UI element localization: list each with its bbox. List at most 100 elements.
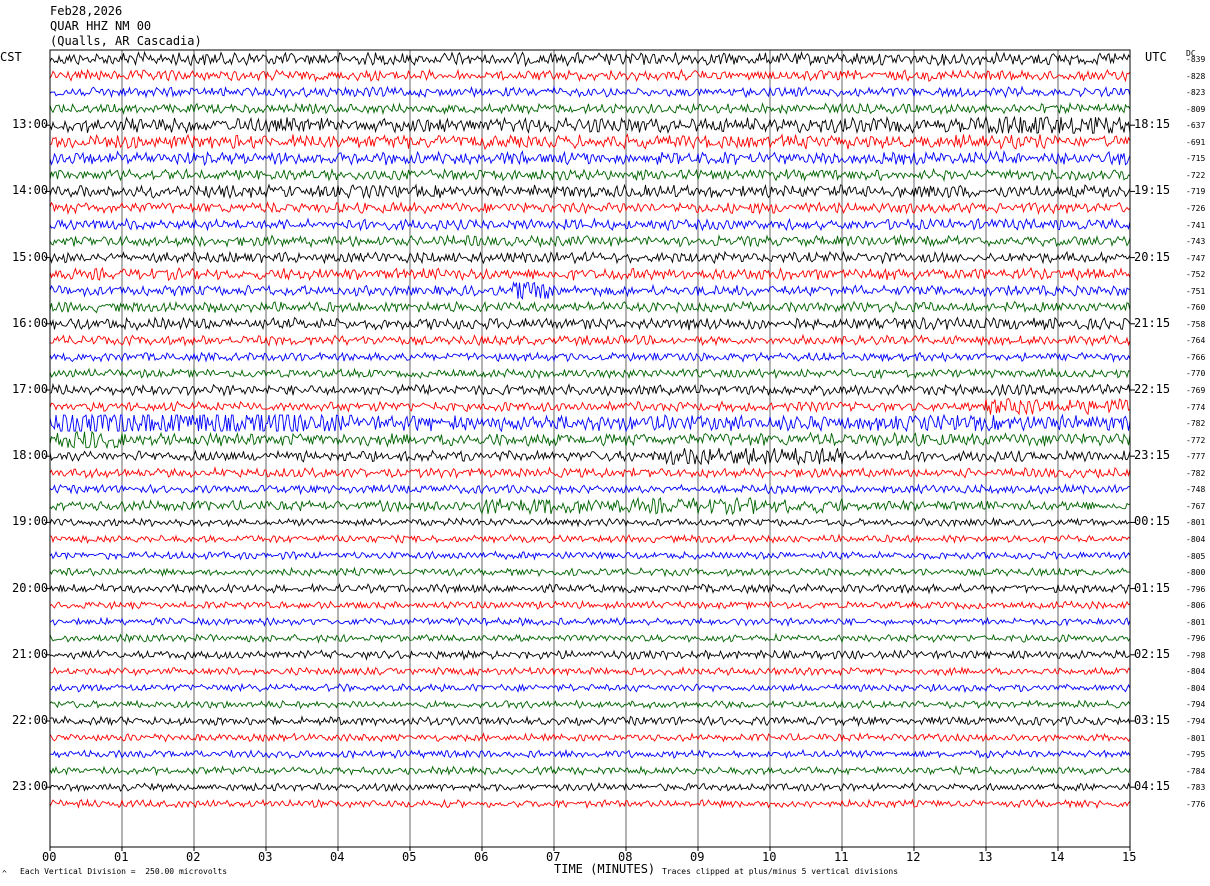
dc-offset-40: -794 bbox=[1186, 717, 1206, 726]
seismic-trace-35 bbox=[49, 632, 1131, 644]
seismic-trace-26 bbox=[49, 483, 1131, 496]
seismic-trace-45 bbox=[49, 798, 1131, 810]
hour-label-left-8: 21:00 bbox=[12, 646, 49, 661]
dc-offset-28: -801 bbox=[1186, 518, 1206, 528]
dc-offset-9: -726 bbox=[1186, 203, 1206, 213]
dc-offset-27: -767 bbox=[1186, 501, 1206, 511]
seismic-trace-13 bbox=[49, 266, 1131, 282]
dc-offset-20: -769 bbox=[1186, 386, 1206, 395]
left-axis-label: CST bbox=[0, 50, 22, 64]
dc-offset-21: -774 bbox=[1186, 402, 1206, 412]
seismic-trace-43 bbox=[49, 765, 1131, 777]
right-axis-label: UTC bbox=[1145, 50, 1167, 64]
seismic-trace-15 bbox=[49, 300, 1131, 314]
seismic-trace-20 bbox=[49, 382, 1131, 397]
seismic-trace-32 bbox=[49, 582, 1131, 595]
hour-label-right-0: 18:15 bbox=[1134, 117, 1171, 132]
seismic-trace-37 bbox=[49, 665, 1131, 677]
seismic-trace-17 bbox=[49, 333, 1131, 347]
hour-label-right-3: 21:15 bbox=[1134, 315, 1171, 330]
dc-offset-19: -770 bbox=[1186, 369, 1206, 379]
seismic-trace-4 bbox=[49, 115, 1131, 135]
dc-offset-29: -804 bbox=[1186, 534, 1206, 544]
dc-offset-44: -783 bbox=[1186, 783, 1206, 793]
seismic-trace-34 bbox=[49, 616, 1131, 627]
x-tick-label-10: 10 bbox=[762, 850, 777, 864]
hour-label-left-6: 19:00 bbox=[12, 514, 49, 529]
dc-offset-22: -782 bbox=[1186, 419, 1206, 429]
hour-label-left-9: 22:00 bbox=[12, 713, 49, 727]
seismic-trace-22 bbox=[49, 413, 1131, 433]
dc-offset-7: -722 bbox=[1186, 170, 1206, 180]
hour-label-left-4: 17:00 bbox=[12, 382, 49, 396]
seismic-trace-11 bbox=[49, 233, 1131, 249]
dc-offset-13: -752 bbox=[1186, 270, 1206, 280]
x-tick-label-1: 01 bbox=[114, 850, 129, 864]
seismic-trace-33 bbox=[49, 599, 1131, 611]
dc-label: DC bbox=[1186, 49, 1196, 58]
scale-note: Each Vertical Division = 250.00 microvol… bbox=[20, 867, 228, 876]
dc-offset-4: -637 bbox=[1186, 121, 1206, 131]
hour-label-right-10: 04:15 bbox=[1134, 779, 1171, 794]
plot-frame bbox=[45, 49, 1135, 851]
x-tick-label-3: 03 bbox=[258, 850, 273, 864]
x-tick-label-7: 07 bbox=[546, 850, 561, 864]
seismic-trace-31 bbox=[49, 566, 1131, 578]
x-tick-label-0: 00 bbox=[42, 850, 57, 864]
dc-offset-32: -796 bbox=[1186, 584, 1206, 594]
dc-offset-14: -751 bbox=[1186, 286, 1206, 296]
hour-label-left-10: 23:00 bbox=[12, 779, 49, 794]
seismic-trace-18 bbox=[49, 351, 1131, 363]
dc-offset-43: -784 bbox=[1186, 766, 1206, 776]
dc-offset-3: -809 bbox=[1186, 104, 1206, 114]
dc-offset-23: -772 bbox=[1186, 435, 1206, 445]
hour-label-right-2: 20:15 bbox=[1134, 249, 1171, 264]
seismic-trace-2 bbox=[49, 85, 1131, 99]
dc-offset-5: -691 bbox=[1186, 137, 1206, 147]
seismic-trace-19 bbox=[49, 367, 1131, 380]
seismic-trace-27 bbox=[49, 496, 1131, 516]
dc-offset-37: -804 bbox=[1186, 667, 1206, 677]
dc-offset-8: -719 bbox=[1186, 187, 1206, 197]
dc-offset-11: -743 bbox=[1186, 237, 1206, 247]
seismic-trace-30 bbox=[49, 550, 1131, 561]
hour-label-left-3: 16:00 bbox=[12, 315, 49, 330]
hour-label-left-1: 14:00 bbox=[12, 183, 49, 198]
x-tick-label-12: 12 bbox=[906, 850, 921, 864]
seismic-trace-3 bbox=[49, 101, 1131, 116]
trace-group bbox=[49, 50, 1131, 810]
dc-offset-33: -806 bbox=[1186, 601, 1206, 611]
seismic-trace-16 bbox=[49, 316, 1131, 331]
seismic-trace-5 bbox=[49, 133, 1131, 151]
hour-label-right-5: 23:15 bbox=[1134, 448, 1171, 463]
dc-offset-31: -800 bbox=[1186, 568, 1206, 578]
minute-grid bbox=[121, 50, 1059, 847]
dc-offset-39: -794 bbox=[1186, 700, 1206, 710]
seismic-trace-8 bbox=[49, 183, 1131, 200]
hour-label-left-5: 18:00 bbox=[12, 448, 49, 463]
seismic-trace-12 bbox=[49, 250, 1131, 265]
dc-offset-2: -823 bbox=[1186, 88, 1206, 98]
seismic-trace-6 bbox=[49, 149, 1131, 167]
hour-label-left-0: 13:00 bbox=[12, 117, 49, 132]
dc-offset-38: -804 bbox=[1186, 683, 1206, 693]
x-tick-label-9: 09 bbox=[690, 850, 705, 864]
header-location: (Qualls, AR Cascadia) bbox=[50, 34, 202, 48]
x-tick-label-8: 08 bbox=[618, 850, 633, 864]
seismic-trace-42 bbox=[49, 748, 1131, 760]
dc-offset-6: -715 bbox=[1186, 154, 1206, 164]
dc-offset-10: -741 bbox=[1186, 220, 1206, 230]
dc-offset-18: -766 bbox=[1186, 352, 1206, 362]
seismic-trace-41 bbox=[49, 732, 1131, 743]
dc-offset-36: -798 bbox=[1186, 650, 1206, 660]
seismic-trace-23 bbox=[49, 430, 1131, 450]
dc-offset-16: -758 bbox=[1186, 319, 1206, 329]
header-date: Feb28,2026 bbox=[50, 4, 123, 18]
dc-offset-30: -805 bbox=[1186, 551, 1206, 561]
x-tick-label-4: 04 bbox=[330, 850, 345, 864]
seismic-trace-21 bbox=[49, 398, 1131, 416]
dc-offset-15: -760 bbox=[1186, 303, 1206, 313]
x-tick-label-13: 13 bbox=[978, 850, 993, 864]
x-tick-label-15: 15 bbox=[1122, 850, 1137, 864]
